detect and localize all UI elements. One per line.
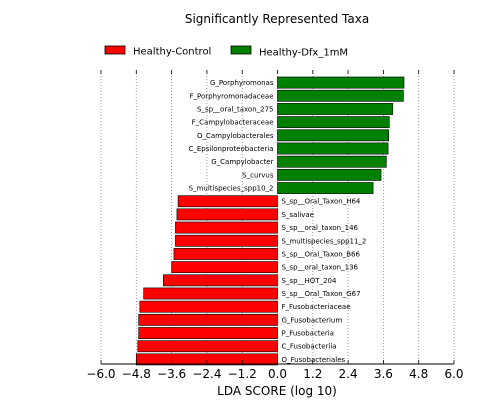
x-axis-label: LDA SCORE (log 10) (217, 384, 337, 398)
legend: Healthy-Control Healthy-Dfx_1mM (104, 45, 348, 59)
x-tick-label: 4.8 (409, 367, 428, 381)
bar (175, 221, 278, 234)
legend-label-healthy-dfx: Healthy-Dfx_1mM (259, 48, 348, 59)
x-tick-label: 1.2 (303, 367, 322, 381)
bar (171, 261, 278, 274)
x-tick-label: 0.0 (268, 367, 287, 381)
bar-label: S_sp__HOT_204 (282, 277, 337, 285)
x-tick-label: 6.0 (444, 367, 463, 381)
bar-label: S_curvus (242, 171, 274, 179)
bar-label: S_multispecies_spp11_2 (282, 237, 367, 245)
x-tick-label: −3.6 (157, 367, 186, 381)
bar-label: F_Campylobacteraceae (192, 119, 274, 127)
bar (277, 129, 389, 142)
bar-label: S_sp__Oral_Taxon_B66 (282, 250, 361, 258)
bar-label: S_salivae (282, 211, 315, 219)
bar-label: G_Fusobacterium (282, 316, 343, 324)
legend-swatch-healthy-dfx (230, 45, 252, 55)
legend-swatch-healthy-control (104, 45, 126, 55)
bar-label: S_multispecies_spp10_2 (189, 185, 274, 193)
bar (277, 103, 394, 115)
x-tick-label: −6.0 (86, 367, 115, 381)
bar-label: P_Fusobacteria (282, 330, 334, 338)
bar (138, 313, 278, 326)
bar-label: F_Porphyromonadaceae (190, 92, 274, 100)
bar (138, 327, 278, 339)
chart-title: Significantly Represented Taxa (185, 12, 369, 26)
x-tick-label: −1.2 (228, 367, 257, 381)
bar-label: O_Campylobacterales (197, 132, 274, 140)
bar-label: S_sp__Oral_Taxon_G67 (282, 290, 361, 298)
bars (136, 76, 405, 366)
bar (173, 248, 278, 260)
bar (177, 195, 278, 208)
bar (136, 353, 278, 366)
bar (143, 287, 278, 300)
bar-label: S_sp__oral_taxon_136 (282, 264, 359, 272)
bar (277, 155, 387, 168)
bar (277, 142, 389, 155)
bar-label: C_Fusobacteriia (282, 343, 337, 351)
x-tick-label: −2.4 (192, 367, 221, 381)
bar-label: F_Fusobacteriaceae (282, 303, 351, 311)
bar (163, 274, 278, 287)
bar-label: G_Campylobacter (211, 158, 273, 166)
bar-label: S_sp__Oral_Taxon_H64 (282, 198, 361, 206)
bar-label: C_Epsilonproteobacteria (188, 145, 273, 153)
bar-labels: G_Porphyromonas F_Porphyromonadaceae S_sp_… (188, 79, 366, 364)
bar (277, 76, 405, 89)
bar (176, 208, 278, 221)
bar (277, 116, 390, 129)
bar (139, 300, 278, 313)
bar-label: O_Fusobacteriales (282, 356, 346, 364)
legend-label-healthy-control: Healthy-Control (133, 47, 211, 58)
bar (175, 234, 278, 247)
x-tick-label: −4.8 (122, 367, 151, 381)
bar-label: G_Porphyromonas (210, 79, 274, 87)
bar (277, 168, 382, 181)
bar-label: S_sp__oral_taxon_146 (282, 224, 359, 232)
x-axis: −6.0 −4.8 −3.6 −2.4 −1.2 0.0 1.2 2.4 3.6 4.8 6.0 (86, 70, 464, 381)
bar-label: S_sp__oral_taxon_275 (197, 105, 273, 113)
bar (277, 182, 374, 194)
bar (137, 340, 278, 353)
x-tick-label: 2.4 (339, 367, 358, 381)
bar (277, 89, 404, 102)
x-tick-label: 3.6 (374, 367, 393, 381)
